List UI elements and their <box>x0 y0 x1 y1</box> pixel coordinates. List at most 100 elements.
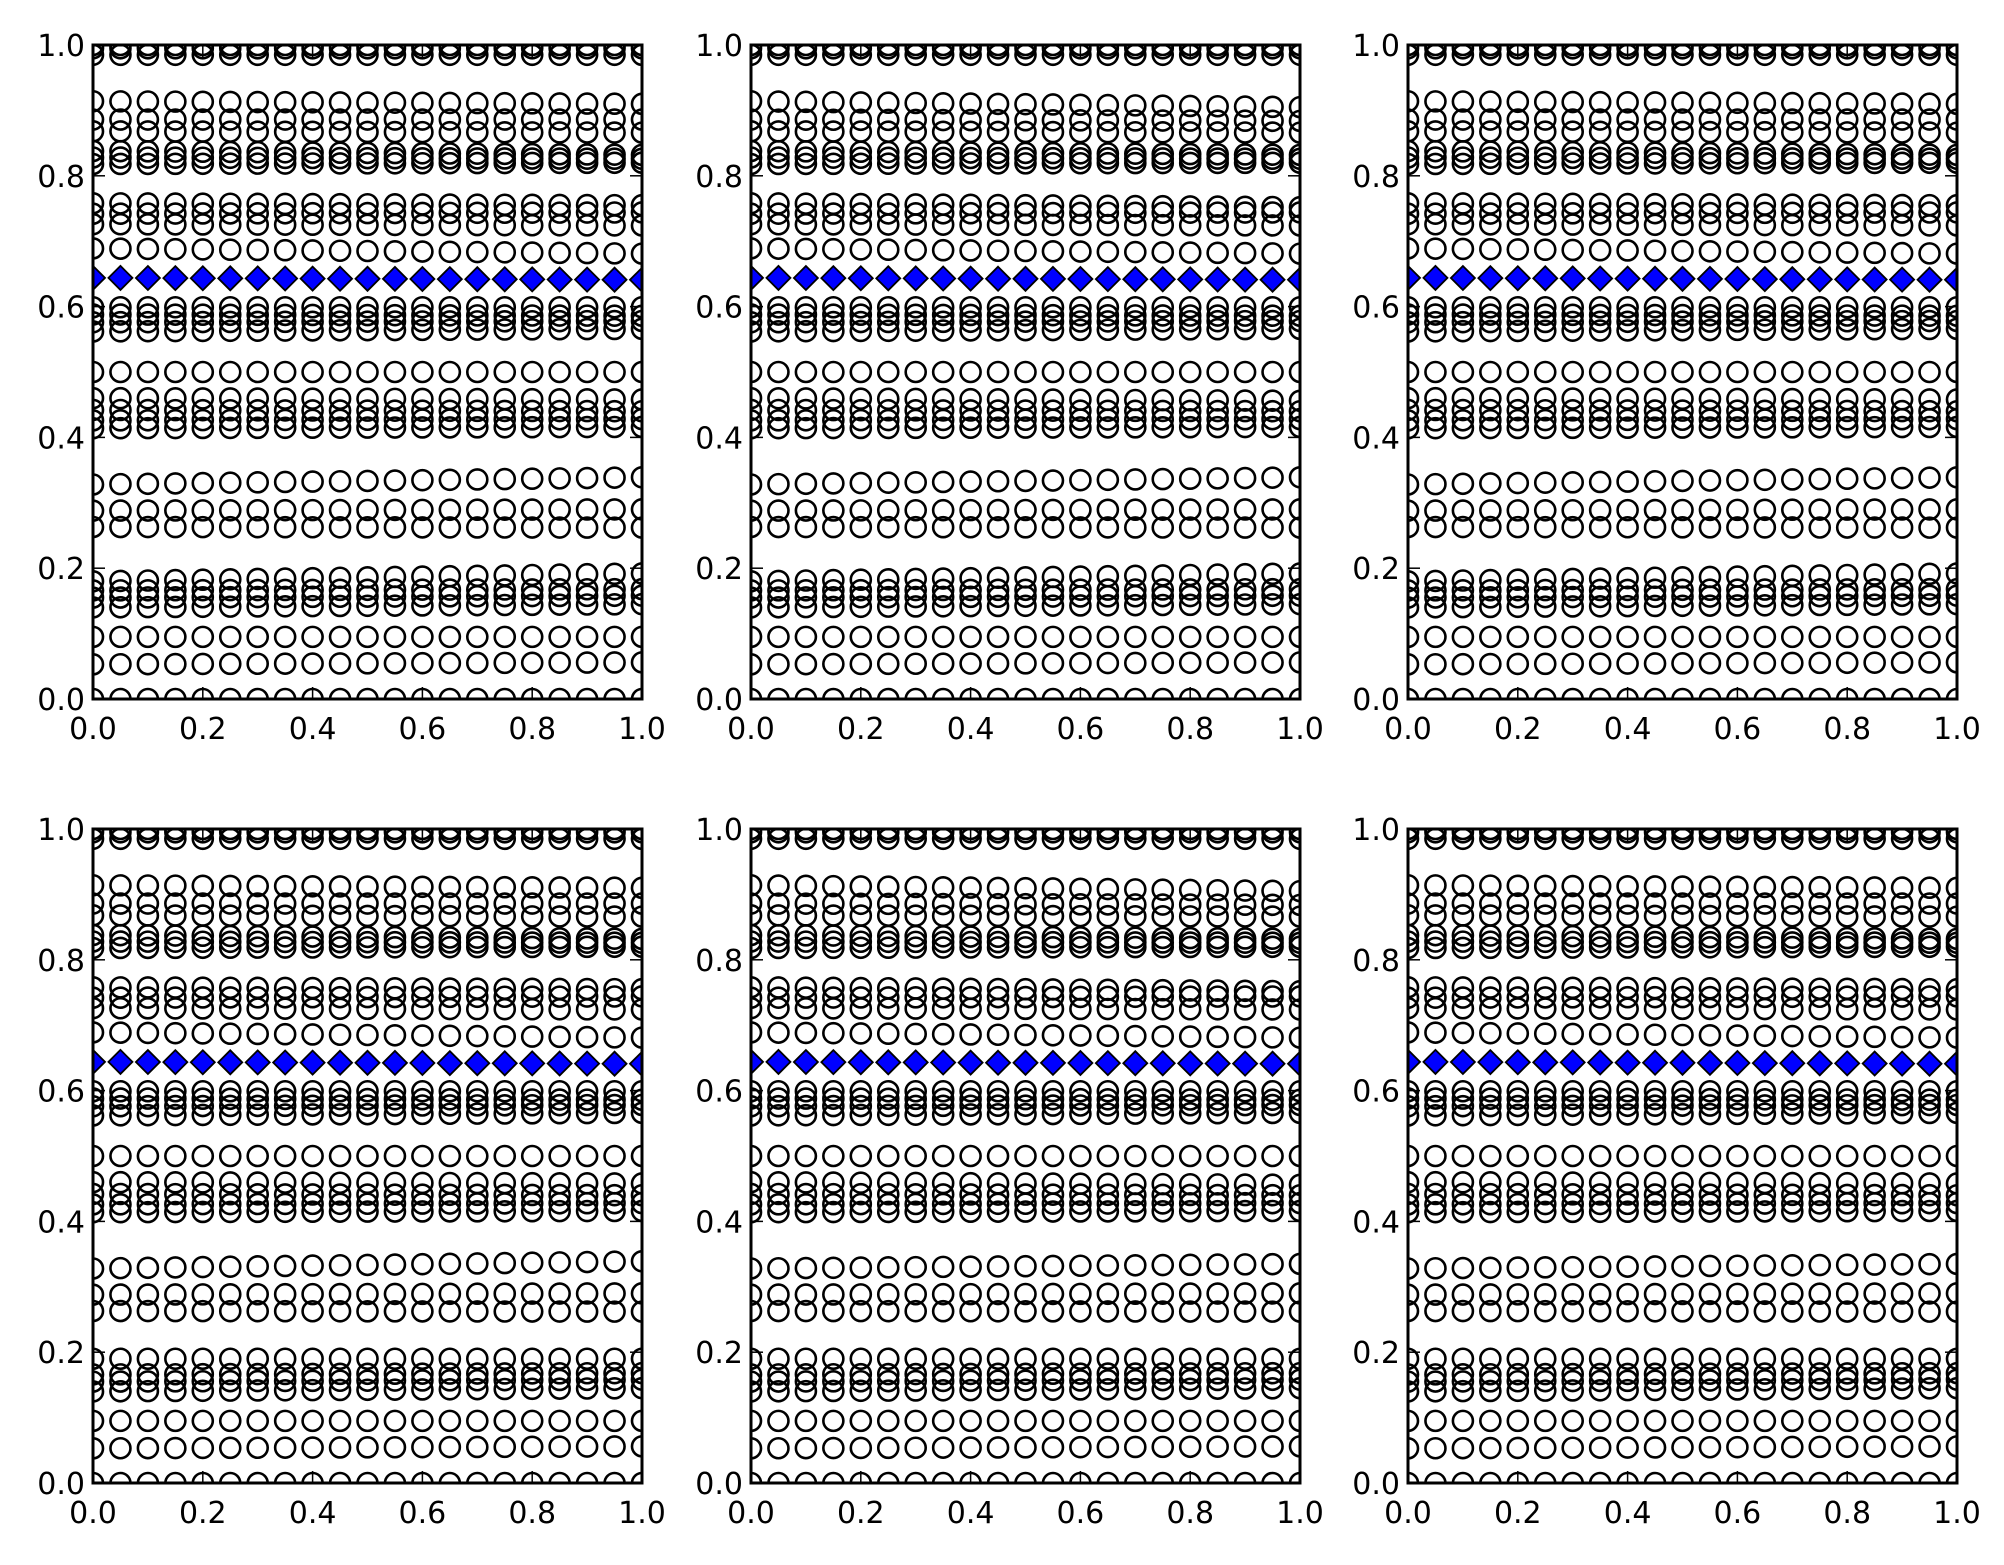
circle-point <box>93 146 105 169</box>
circle-point <box>1918 625 1941 649</box>
circle-point <box>1288 317 1300 341</box>
circle-point <box>1945 584 1957 607</box>
circle-point <box>109 652 132 676</box>
circle-point <box>1616 997 1639 1021</box>
circle-point <box>301 997 324 1021</box>
circle-point <box>1451 1192 1475 1216</box>
diamond-point <box>216 1049 244 1076</box>
circle-point <box>1643 201 1667 225</box>
circle-point <box>1014 1409 1037 1433</box>
circle-point <box>1451 515 1475 539</box>
circle-point <box>1890 92 1914 115</box>
circle-point <box>904 146 928 170</box>
circle-point <box>931 1471 955 1483</box>
circle-point <box>986 829 1010 841</box>
circle-point <box>1261 360 1284 384</box>
circle-point <box>822 1347 845 1371</box>
circle-point <box>767 579 790 602</box>
circle-point <box>93 586 105 609</box>
circle-point <box>191 471 215 495</box>
circle-point <box>767 398 790 422</box>
circle-point <box>246 238 270 262</box>
circle-point <box>191 986 215 1009</box>
circle-point <box>191 1362 215 1386</box>
circle-point <box>1863 121 1886 144</box>
circle-point <box>1643 469 1667 493</box>
diamond-point <box>847 264 875 292</box>
circle-point <box>1616 213 1639 237</box>
circle-point <box>575 562 599 586</box>
circle-point <box>1698 91 1722 114</box>
circle-point <box>1178 878 1202 902</box>
circle-point <box>1408 1409 1420 1433</box>
circle-point <box>465 625 489 649</box>
circle-point <box>751 892 763 915</box>
subplot-4: 0.0 0.2 0.4 0.6 0.8 1.00.00.20.40.60.81.0 <box>37 813 666 1531</box>
circle-point <box>136 213 160 236</box>
circle-point <box>1206 1362 1229 1385</box>
circle-point <box>520 1144 544 1168</box>
circle-point <box>1533 45 1557 57</box>
circle-point <box>136 45 160 57</box>
circle-point <box>1288 415 1300 439</box>
circle-point <box>548 1251 571 1274</box>
circle-point <box>904 997 928 1020</box>
circle-point <box>1533 416 1557 440</box>
circle-point <box>1753 892 1777 915</box>
circle-point <box>767 595 790 619</box>
circle-point <box>1288 879 1300 903</box>
circle-point <box>411 498 434 522</box>
circle-point <box>1671 1102 1694 1126</box>
circle-point <box>520 45 544 67</box>
circle-point <box>822 892 845 916</box>
circle-point <box>822 1409 845 1433</box>
circle-point <box>1561 416 1584 440</box>
circle-point <box>1506 1299 1530 1323</box>
circle-point <box>986 652 1010 675</box>
circle-point <box>751 596 763 619</box>
circle-point <box>1671 985 1694 1009</box>
circle-point <box>794 936 818 960</box>
diamond-point <box>1477 1048 1504 1076</box>
circle-point <box>1041 93 1065 116</box>
circle-point <box>1096 45 1120 67</box>
circle-point <box>1124 829 1147 844</box>
circle-point <box>751 904 763 927</box>
y-tick-label: 0.0 <box>695 1467 743 1502</box>
circle-point <box>1178 829 1202 844</box>
circle-point <box>1261 1300 1284 1323</box>
circle-point <box>1561 1255 1584 1279</box>
circle-point <box>767 1471 790 1483</box>
diamond-point <box>134 264 162 292</box>
circle-point <box>1863 593 1886 616</box>
circle-point <box>1506 416 1530 440</box>
y-tick-label: 0.8 <box>695 944 743 979</box>
circle-point <box>1151 516 1175 539</box>
circle-point <box>630 1191 642 1215</box>
circle-point <box>849 303 873 327</box>
circle-point <box>1753 399 1777 423</box>
circle-point <box>575 45 599 67</box>
circle-point <box>164 1144 187 1168</box>
circle-point <box>1096 468 1120 492</box>
circle-point <box>493 651 517 675</box>
circle-point <box>1890 1079 1914 1103</box>
circle-point <box>904 295 928 319</box>
circle-point <box>1835 1192 1859 1215</box>
circle-point <box>1726 875 1749 899</box>
circle-point <box>1753 45 1777 57</box>
circle-point <box>876 238 900 262</box>
circle-point <box>931 146 955 170</box>
circle-point <box>1808 399 1832 423</box>
circle-point <box>1408 1200 1420 1224</box>
circle-point <box>1178 151 1202 175</box>
circle-point <box>191 90 215 114</box>
circle-point <box>1424 579 1447 602</box>
circle-point <box>191 1200 215 1224</box>
circle-point <box>1835 1079 1859 1103</box>
axes-frame <box>749 827 1302 1485</box>
circle-point <box>1671 1094 1694 1117</box>
circle-point <box>411 1362 434 1385</box>
circle-point <box>1479 146 1502 169</box>
diamond-point <box>1039 265 1067 293</box>
